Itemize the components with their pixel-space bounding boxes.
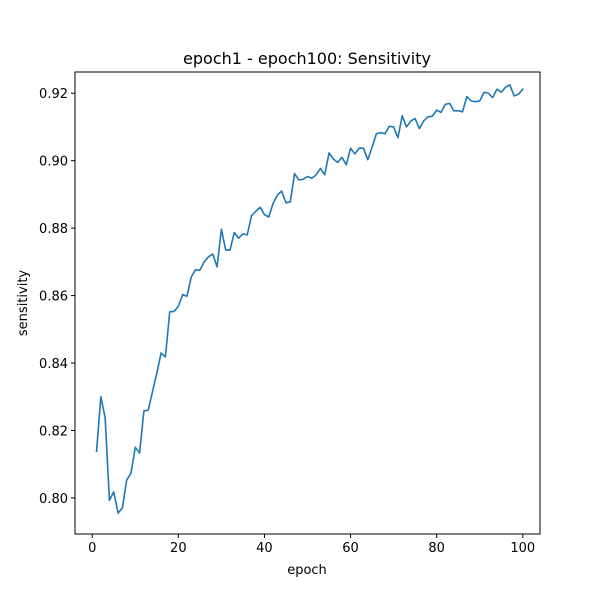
axes-frame: [74, 71, 541, 535]
y-tick-label: 0.88: [39, 222, 68, 237]
y-tick-label: 0.92: [39, 87, 68, 102]
x-tick-label: 100: [510, 541, 535, 556]
chart-title: epoch1 - epoch100: Sensitivity: [183, 49, 431, 68]
sensitivity-series-line: [95, 84, 524, 514]
y-tick-label: 0.82: [39, 424, 68, 439]
plot-area: 0 20 40 60 80 100 0.80 0.82 0.84 0.86 0.88 0.90 0.92: [39, 84, 535, 556]
x-tick-label: 40: [256, 541, 273, 556]
y-tick-label: 0.86: [39, 290, 68, 305]
y-tick-label: 0.84: [39, 357, 68, 372]
x-tick-label: 0: [88, 541, 96, 556]
y-tick-label: 0.90: [39, 155, 68, 170]
x-tick-label: 80: [428, 541, 445, 556]
y-axis-label: sensitivity: [16, 270, 31, 337]
x-tick-label: 60: [342, 541, 359, 556]
x-tick-label: 20: [170, 541, 187, 556]
y-tick-label: 0.80: [39, 492, 68, 507]
x-axis-label: epoch: [287, 563, 327, 578]
